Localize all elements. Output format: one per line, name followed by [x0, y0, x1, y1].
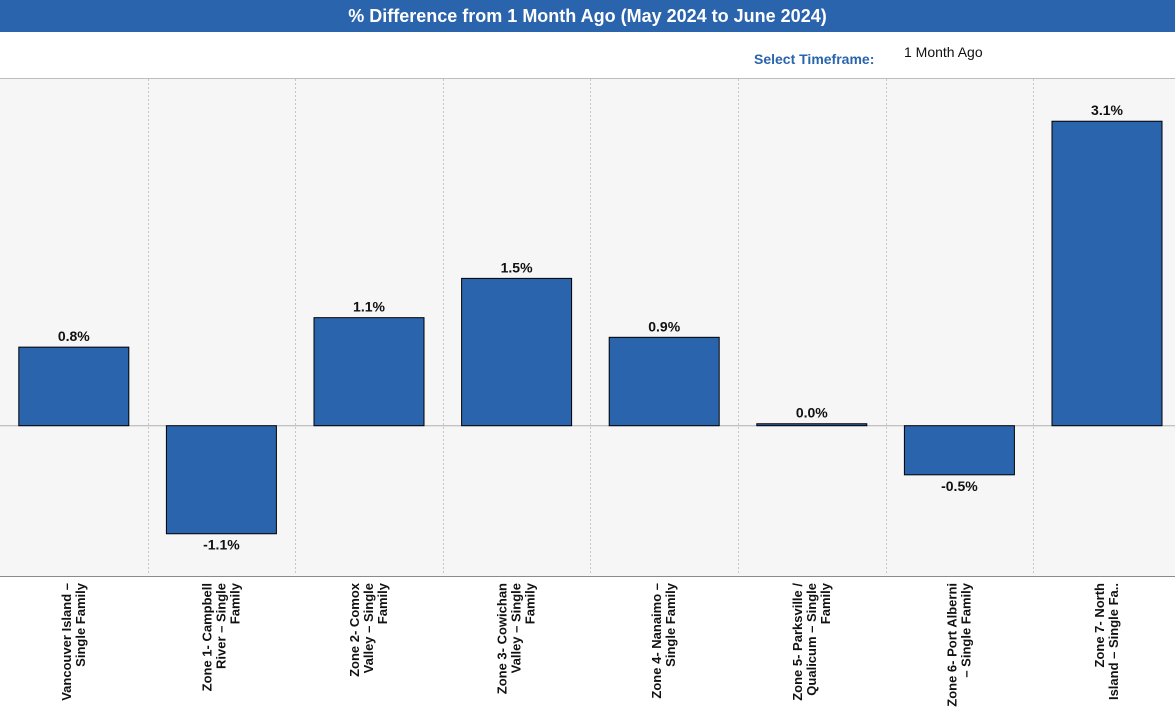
data-label: 0.9% [648, 318, 680, 334]
bar [313, 317, 425, 427]
bar [756, 423, 868, 427]
category-label-line: Zone 5- Parksville / [790, 583, 805, 701]
category-label-line: Zone 7- North [1092, 583, 1107, 668]
bar [903, 425, 1015, 476]
category-label: Zone 6- Port Alberni – Single Family [944, 582, 973, 707]
bar [165, 425, 277, 535]
timeframe-label: Select Timeframe: [754, 51, 875, 67]
category-label: Zone 2- Comox Valley – Single Family [347, 582, 390, 677]
bar [18, 346, 130, 427]
category-label-line: Zone 6- Port Alberni [944, 583, 959, 707]
category-label-line: Family [375, 582, 390, 624]
category-label-line: River – Single [213, 583, 228, 669]
timeframe-dropdown[interactable]: 1 Month Ago [904, 44, 983, 60]
category-label-line: Island – Single Fa.. [1106, 583, 1121, 700]
category-label-line: Family [818, 582, 833, 624]
category-label: Zone 5- Parksville / Qualicum – Single Fam… [790, 582, 833, 701]
bar [461, 277, 573, 427]
data-label: -0.5% [941, 478, 978, 494]
category-label-line: Valley – Single [509, 583, 524, 673]
chart-title: % Difference from 1 Month Ago (May 2024 … [0, 0, 1175, 32]
bar [1051, 120, 1163, 427]
category-label-line: Valley – Single [361, 583, 376, 673]
data-label: 1.1% [353, 299, 385, 315]
category-label: Vancouver Island – Single Family [59, 582, 88, 701]
category-label-line: Zone 2- Comox [347, 582, 362, 677]
category-label-line: Zone 3- Cowichan [495, 583, 510, 694]
category-label: Zone 4- Nanaimo – Single Family [649, 582, 678, 698]
chart-title-text: % Difference from 1 Month Ago (May 2024 … [348, 5, 827, 26]
category-label: Zone 3- Cowichan Valley – Single Family [495, 582, 538, 694]
category-label-line: Vancouver Island – [59, 583, 74, 701]
category-label-line: Qualicum – Single [804, 583, 819, 696]
timeframe-selector: Select Timeframe: 1 Month Ago [0, 44, 1175, 68]
category-label: Zone 1- Campbell River – Single Family [199, 582, 242, 691]
bar [608, 336, 720, 427]
data-label: 0.8% [58, 328, 90, 344]
data-label: 1.5% [501, 259, 533, 275]
category-label-line: Family [523, 582, 538, 624]
category-label-line: Family [227, 582, 242, 624]
category-label-line: – Single Family [958, 582, 973, 677]
data-label: 0.0% [796, 405, 828, 421]
category-label-line: Zone 1- Campbell [199, 583, 214, 691]
category-label-line: Zone 4- Nanaimo – [649, 583, 664, 699]
category-label: Zone 7- North Island – Single Fa.. [1092, 583, 1121, 700]
category-label-line: Single Family [73, 582, 88, 667]
data-label: -1.1% [203, 537, 240, 553]
category-label-line: Single Family [663, 582, 678, 667]
data-label: 3.1% [1091, 102, 1123, 118]
